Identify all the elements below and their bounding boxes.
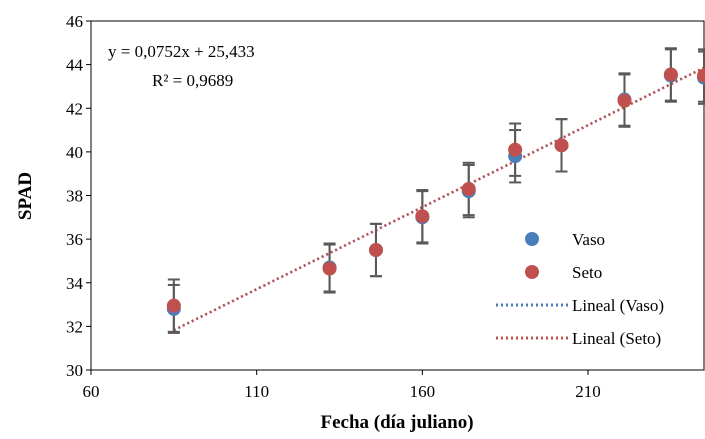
point-seto	[368, 243, 383, 258]
x-tick-label: 160	[410, 382, 436, 401]
y-tick-label: 36	[66, 230, 83, 249]
data-points	[166, 67, 705, 316]
legend-marker-vaso	[525, 232, 539, 246]
point-seto	[663, 67, 678, 82]
trendline-equation: y = 0,0752x + 25,433	[108, 42, 255, 61]
y-tick-label: 44	[66, 56, 84, 75]
plot-area	[90, 20, 705, 371]
y-tick-label: 40	[66, 143, 83, 162]
point-seto	[166, 298, 181, 313]
x-axis-ticks: 60 110 160 210	[83, 370, 601, 401]
y-tick-label: 32	[66, 317, 83, 336]
point-seto	[508, 142, 523, 157]
legend: Vaso Seto Lineal (Vaso) Lineal (Seto)	[496, 230, 664, 348]
point-seto	[697, 68, 705, 83]
legend-label-seto: Seto	[572, 263, 602, 282]
y-tick-label: 42	[66, 99, 83, 118]
r-squared-label: R² = 0,9689	[152, 71, 233, 90]
y-tick-label: 30	[66, 361, 83, 380]
trendlines	[173, 66, 705, 332]
point-seto	[554, 138, 569, 153]
x-axis-title: Fecha (día juliano)	[320, 412, 473, 433]
legend-label-lineal-vaso: Lineal (Vaso)	[572, 296, 664, 315]
point-seto	[415, 209, 430, 224]
trendline-seto	[173, 66, 705, 332]
legend-label-lineal-seto: Lineal (Seto)	[572, 329, 661, 348]
y-tick-label: 38	[66, 187, 83, 206]
legend-marker-seto	[525, 265, 539, 279]
x-tick-label: 110	[244, 382, 269, 401]
legend-label-vaso: Vaso	[572, 230, 605, 249]
x-tick-label: 60	[83, 382, 100, 401]
point-seto	[322, 261, 337, 276]
x-tick-label: 210	[575, 382, 601, 401]
y-axis-ticks: 30 32 34 36 38 40 42 44 46	[66, 12, 91, 380]
point-seto	[461, 181, 476, 196]
point-seto	[617, 93, 632, 108]
y-tick-label: 46	[66, 12, 83, 31]
y-axis-title: SPAD	[15, 172, 36, 220]
y-tick-label: 34	[66, 274, 84, 293]
